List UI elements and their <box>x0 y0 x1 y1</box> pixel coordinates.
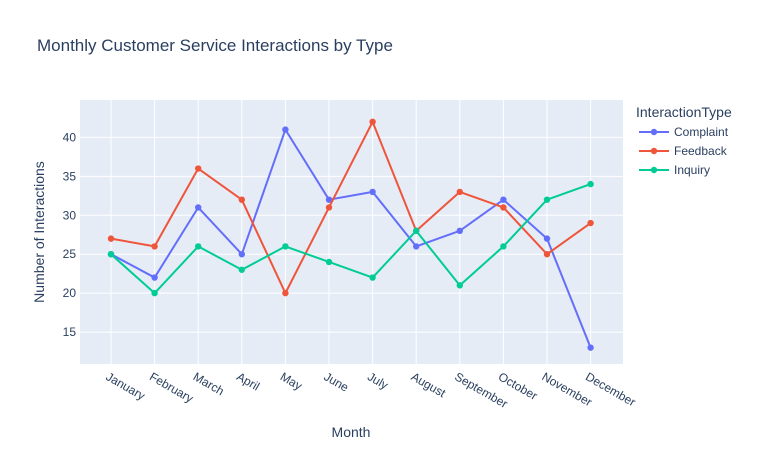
data-point-complaint[interactable] <box>195 204 202 211</box>
x-tick-label: February <box>147 369 196 405</box>
legend: InteractionType Complaint Feedback Inquiry <box>636 104 732 177</box>
data-point-complaint[interactable] <box>456 227 463 235</box>
x-tick-label: March <box>191 369 227 398</box>
y-axis-ticks: 15 20 25 30 35 40 <box>63 130 77 339</box>
legend-swatch-marker <box>650 166 658 174</box>
data-point-complaint[interactable] <box>413 243 420 250</box>
y-tick-label: 20 <box>63 286 77 300</box>
data-point-feedback[interactable] <box>107 235 115 242</box>
data-point-complaint[interactable] <box>325 196 333 203</box>
data-point-inquiry[interactable] <box>107 250 115 258</box>
data-point-inquiry[interactable] <box>413 227 420 235</box>
legend-label: Inquiry <box>674 163 710 177</box>
chart-title: Monthly Customer Service Interactions by… <box>37 36 393 55</box>
data-point-feedback[interactable] <box>282 289 289 297</box>
data-point-feedback[interactable] <box>456 188 463 196</box>
y-tick-label: 15 <box>63 325 77 339</box>
data-point-inquiry[interactable] <box>500 243 507 250</box>
data-point-inquiry[interactable] <box>369 274 376 281</box>
y-tick-label: 25 <box>63 247 77 261</box>
data-point-feedback[interactable] <box>325 204 333 211</box>
legend-label: Complaint <box>674 125 729 139</box>
data-point-complaint[interactable] <box>151 274 158 281</box>
y-tick-label: 35 <box>63 169 77 183</box>
y-axis-title: Number of Interactions <box>31 161 47 303</box>
legend-swatch-marker <box>650 147 658 155</box>
data-point-feedback[interactable] <box>238 196 245 203</box>
data-point-complaint[interactable] <box>543 235 551 242</box>
data-point-inquiry[interactable] <box>543 196 551 203</box>
data-point-feedback[interactable] <box>587 219 594 227</box>
legend-item-complaint[interactable]: Complaint <box>639 125 729 139</box>
x-tick-label: January <box>104 369 148 402</box>
data-point-feedback[interactable] <box>543 250 551 258</box>
legend-item-inquiry[interactable]: Inquiry <box>639 163 710 177</box>
data-point-inquiry[interactable] <box>195 243 202 250</box>
data-point-complaint[interactable] <box>282 126 289 133</box>
legend-title: InteractionType <box>636 104 732 120</box>
x-tick-label: June <box>322 369 352 394</box>
data-point-inquiry[interactable] <box>325 258 333 266</box>
data-point-complaint[interactable] <box>587 344 594 351</box>
series-line-feedback <box>110 120 592 295</box>
data-point-complaint[interactable] <box>238 250 245 258</box>
data-point-feedback[interactable] <box>195 165 202 172</box>
data-point-inquiry[interactable] <box>151 289 158 297</box>
legend-label: Feedback <box>674 144 728 158</box>
series-line-complaint <box>110 128 592 349</box>
series-inquiry <box>107 180 594 297</box>
x-tick-label: April <box>234 369 262 393</box>
y-tick-label: 30 <box>63 208 77 222</box>
x-tick-label: May <box>278 369 305 392</box>
x-axis-title: Month <box>332 424 371 440</box>
plot-area <box>80 100 623 364</box>
series-line-inquiry <box>110 183 591 295</box>
series-group <box>107 118 594 351</box>
data-point-complaint[interactable] <box>369 188 376 196</box>
data-point-inquiry[interactable] <box>238 266 245 273</box>
legend-item-feedback[interactable]: Feedback <box>639 144 728 158</box>
x-tick-label: December <box>583 369 638 409</box>
data-point-feedback[interactable] <box>500 204 507 211</box>
data-point-inquiry[interactable] <box>456 282 463 289</box>
data-point-feedback[interactable] <box>369 118 376 126</box>
x-tick-label: July <box>365 369 390 392</box>
y-tick-label: 40 <box>63 130 77 144</box>
data-point-complaint[interactable] <box>500 196 507 203</box>
data-point-inquiry[interactable] <box>282 243 289 250</box>
legend-swatch-marker <box>650 128 658 136</box>
data-point-inquiry[interactable] <box>587 180 594 188</box>
x-tick-label: August <box>409 369 449 400</box>
data-point-feedback[interactable] <box>151 243 158 250</box>
